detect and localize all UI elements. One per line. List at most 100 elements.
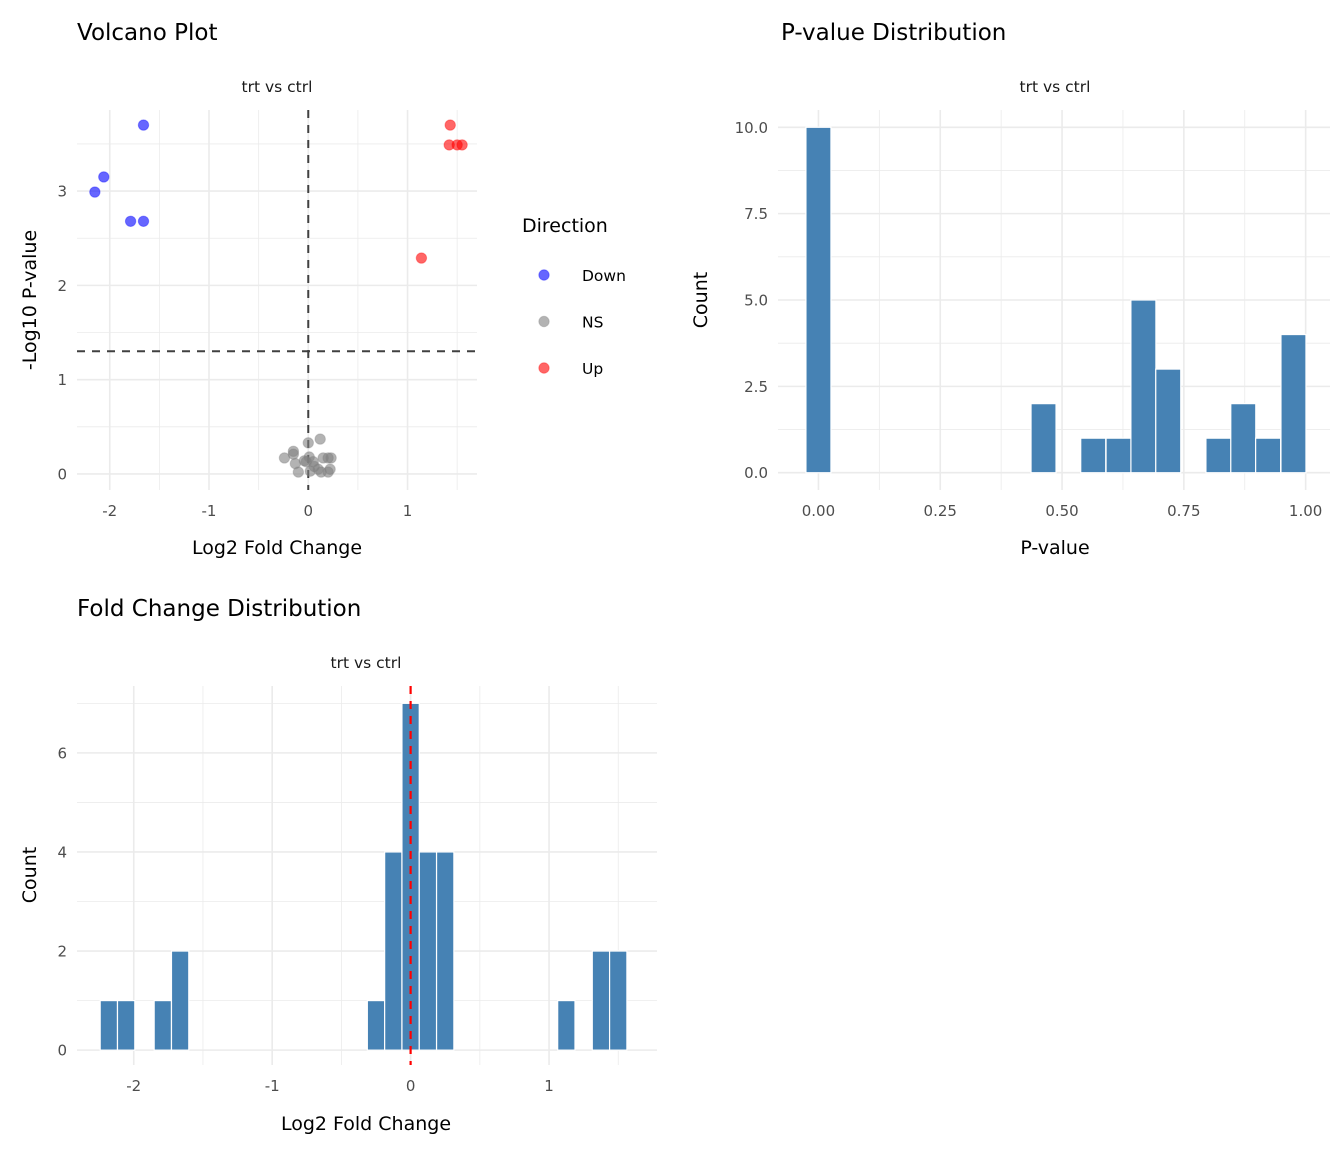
y-tick-label: 2 <box>57 943 67 961</box>
point-ns <box>302 437 314 449</box>
volcano-panel: Volcano Plot trt vs ctrl -2 -1 0 1 0 1 2 3 Log… <box>19 20 626 559</box>
pvalue-bars <box>805 126 1307 474</box>
legend-label-ns: NS <box>582 314 603 332</box>
x-tick-label: 0.25 <box>924 502 957 520</box>
x-tick-label: 0 <box>406 1077 416 1095</box>
point-ns <box>325 452 337 464</box>
point-ns <box>314 433 326 445</box>
foldchange-panel: Fold Change Distribution trt vs ctrl -2-… <box>19 596 657 1135</box>
histogram-bar <box>1280 333 1307 474</box>
point-ns <box>287 448 300 460</box>
x-tick-label: 1 <box>403 502 413 520</box>
x-tick-label: -1 <box>202 502 217 520</box>
point-ns <box>324 463 336 475</box>
legend-title: Direction <box>522 215 608 237</box>
pvalue-facet-label: trt vs ctrl <box>1020 78 1091 96</box>
foldchange-x-axis-label: Log2 Fold Change <box>281 1113 451 1135</box>
histogram-bar <box>99 999 119 1051</box>
point-down <box>124 215 137 227</box>
histogram-bar <box>1105 437 1132 474</box>
volcano-title: Volcano Plot <box>77 20 217 46</box>
foldchange-x-tick-labels: -2 -1 0 1 <box>126 1077 554 1095</box>
y-tick-label: 3 <box>57 183 67 201</box>
volcano-legend: Direction Down NS Up <box>522 215 626 378</box>
x-tick-label: -2 <box>102 502 117 520</box>
legend-key-down <box>538 269 550 281</box>
point-down <box>137 215 150 227</box>
histogram-bar <box>1030 403 1057 474</box>
histogram-bar <box>153 999 173 1051</box>
foldchange-y-axis-label: Count <box>19 847 41 903</box>
histogram-bar <box>1205 437 1232 474</box>
histogram-bar <box>435 851 455 1051</box>
y-tick-label: 6 <box>57 744 67 762</box>
point-down <box>98 171 110 183</box>
volcano-x-axis-label: Log2 Fold Change <box>192 537 362 559</box>
legend-key-ns <box>538 315 550 328</box>
histogram-bar <box>1080 437 1107 474</box>
point-up <box>444 119 456 131</box>
histogram-bar <box>418 851 438 1051</box>
x-tick-label: 0 <box>303 502 313 520</box>
volcano-points <box>89 119 468 478</box>
histogram-bar <box>591 950 611 1051</box>
volcano-facet-label: trt vs ctrl <box>242 78 313 96</box>
x-tick-label: 0.75 <box>1167 502 1200 520</box>
histogram-bar <box>608 950 628 1051</box>
histogram-bar <box>1155 368 1182 474</box>
pvalue-x-tick-labels: 0.00 0.25 0.50 0.75 1.00 <box>802 502 1323 520</box>
point-up <box>456 139 468 151</box>
foldchange-title: Fold Change Distribution <box>77 596 361 622</box>
legend-label-up: Up <box>582 360 603 378</box>
foldchange-facet-label: trt vs ctrl <box>331 654 402 672</box>
histogram-bar <box>366 999 386 1051</box>
foldchange-y-tick-labels: 0 2 4 6 <box>57 744 67 1059</box>
y-tick-label: 10.0 <box>735 119 768 137</box>
x-tick-label: -2 <box>126 1077 141 1095</box>
histogram-bar <box>1255 437 1282 474</box>
legend-key-up <box>538 362 550 374</box>
y-tick-label: 2 <box>57 277 67 295</box>
x-tick-label: -1 <box>265 1077 280 1095</box>
histogram-bar <box>401 702 420 1051</box>
histogram-bar <box>116 999 136 1051</box>
pvalue-x-axis-label: P-value <box>1020 537 1089 559</box>
y-tick-label: 0 <box>57 465 67 483</box>
histogram-bar <box>1230 403 1257 474</box>
volcano-y-axis-label: -Log10 P-value <box>19 230 41 370</box>
volcano-y-tick-labels: 0 1 2 3 <box>57 183 67 484</box>
histogram-bar <box>1130 299 1157 474</box>
histogram-bar <box>384 851 403 1051</box>
pvalue-title: P-value Distribution <box>781 20 1006 46</box>
y-tick-label: 7.5 <box>744 205 768 223</box>
volcano-x-tick-labels: -2 -1 0 1 <box>102 502 412 520</box>
y-tick-label: 1 <box>57 371 67 389</box>
point-ns <box>292 466 305 478</box>
point-ns <box>278 452 291 464</box>
point-ns <box>300 456 312 468</box>
point-up <box>415 252 428 264</box>
y-tick-label: 5.0 <box>744 292 768 310</box>
pvalue-panel: P-value Distribution trt vs ctrl 0.00 0.2… <box>690 20 1330 559</box>
volcano-reference-lines <box>77 110 477 490</box>
y-tick-label: 4 <box>57 843 67 861</box>
y-tick-label: 2.5 <box>744 378 768 396</box>
histogram-bar <box>557 999 576 1051</box>
legend-label-down: Down <box>582 267 626 285</box>
pvalue-y-tick-labels: 0.0 2.5 5.0 7.5 10.0 <box>735 119 768 482</box>
point-down <box>137 119 150 131</box>
point-ns <box>312 463 324 475</box>
point-down <box>89 186 101 198</box>
x-tick-label: 1.00 <box>1289 502 1322 520</box>
y-tick-label: 0 <box>57 1042 67 1060</box>
x-tick-label: 0.00 <box>802 502 835 520</box>
histogram-bar <box>170 950 190 1051</box>
x-tick-label: 0.50 <box>1045 502 1078 520</box>
foldchange-bars <box>99 702 628 1051</box>
histogram-bar <box>805 126 832 474</box>
y-tick-label: 0.0 <box>744 464 768 482</box>
volcano-gridlines <box>77 110 477 490</box>
x-tick-label: 1 <box>544 1077 554 1095</box>
pvalue-y-axis-label: Count <box>690 272 712 328</box>
